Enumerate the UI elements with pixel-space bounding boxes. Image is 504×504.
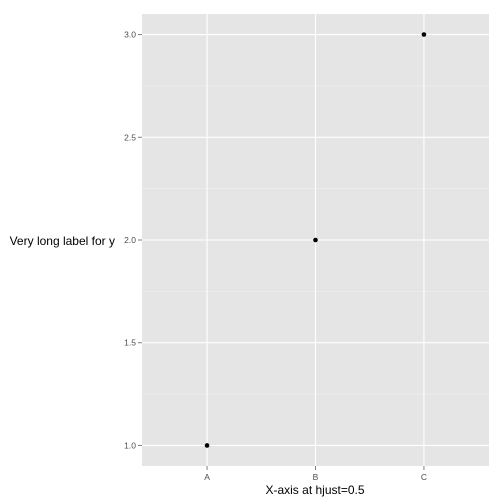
y-tick-label: 1.5 <box>124 338 136 348</box>
y-tick-label: 3.0 <box>124 30 136 40</box>
data-point-c <box>421 32 427 37</box>
x-tick-label: B <box>313 472 319 482</box>
y-tick-label: 2.5 <box>124 132 136 142</box>
x-tick-label: A <box>204 472 210 482</box>
data-points <box>204 32 427 448</box>
data-point-b <box>313 237 318 243</box>
y-tick-label: 2.0 <box>124 235 136 245</box>
x-tick-label: C <box>421 472 427 482</box>
x-axis-tick-labels: A B C <box>204 472 427 482</box>
y-axis-title: Very long label for y <box>10 234 115 248</box>
x-axis-title: X-axis at hjust=0.5 <box>265 483 364 497</box>
axis-ticks <box>138 34 425 470</box>
y-tick-label: 1.0 <box>124 440 136 450</box>
y-axis-tick-labels: 1.0 1.5 2.0 2.5 3.0 <box>124 30 136 451</box>
data-point-a <box>204 443 210 448</box>
